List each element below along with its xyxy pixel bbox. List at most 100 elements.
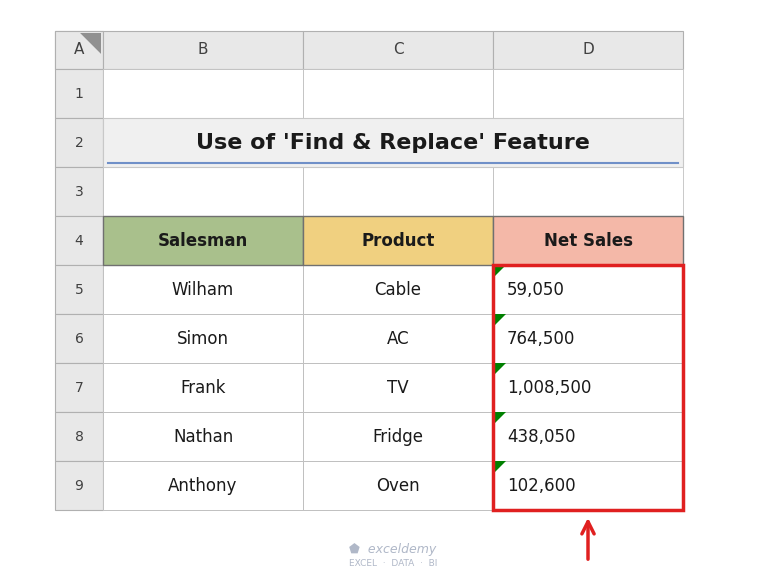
Text: TV: TV: [387, 378, 409, 396]
Text: 8: 8: [74, 429, 84, 443]
Bar: [493, 461, 683, 510]
Bar: [103, 461, 303, 510]
Bar: [55, 461, 103, 510]
Text: 2: 2: [74, 135, 84, 149]
Bar: [303, 118, 493, 167]
Bar: [103, 412, 303, 461]
Bar: [493, 118, 683, 167]
Bar: [303, 216, 493, 265]
Bar: [303, 69, 493, 118]
Text: Oven: Oven: [376, 476, 420, 494]
Text: 59,050: 59,050: [507, 281, 565, 299]
Text: D: D: [582, 42, 594, 58]
Bar: [493, 363, 683, 412]
Bar: [493, 31, 683, 69]
Bar: [303, 167, 493, 216]
Bar: [103, 216, 303, 265]
Text: C: C: [393, 42, 403, 58]
Bar: [493, 265, 683, 314]
Bar: [493, 363, 683, 412]
Text: EXCEL  ·  DATA  ·  BI: EXCEL · DATA · BI: [349, 558, 437, 568]
Text: Use of 'Find & Replace' Feature: Use of 'Find & Replace' Feature: [196, 132, 590, 152]
Bar: [303, 461, 493, 510]
Bar: [103, 363, 303, 412]
Text: B: B: [198, 42, 209, 58]
Text: 1: 1: [74, 87, 84, 101]
Bar: [103, 461, 303, 510]
Bar: [103, 216, 303, 265]
Bar: [493, 412, 683, 461]
Text: Wilham: Wilham: [172, 281, 234, 299]
Bar: [303, 265, 493, 314]
Bar: [55, 31, 103, 69]
Bar: [103, 167, 303, 216]
Polygon shape: [493, 265, 506, 278]
Polygon shape: [493, 363, 506, 376]
Bar: [103, 118, 303, 167]
Bar: [55, 216, 103, 265]
Bar: [103, 118, 683, 167]
Bar: [493, 314, 683, 363]
Text: Frank: Frank: [180, 378, 225, 396]
Bar: [303, 314, 493, 363]
Bar: [103, 314, 303, 363]
Bar: [55, 265, 103, 314]
Bar: [55, 31, 103, 69]
Text: 102,600: 102,600: [507, 476, 575, 494]
Bar: [303, 363, 493, 412]
Bar: [55, 118, 103, 167]
Bar: [303, 412, 493, 461]
Text: ⬟  exceldemy: ⬟ exceldemy: [350, 543, 436, 555]
Bar: [55, 167, 103, 216]
Text: 9: 9: [74, 479, 84, 493]
Text: Salesman: Salesman: [158, 231, 249, 249]
Bar: [493, 69, 683, 118]
Text: 3: 3: [74, 185, 84, 199]
Bar: [303, 461, 493, 510]
Bar: [55, 69, 103, 118]
Bar: [493, 216, 683, 265]
Bar: [303, 265, 493, 314]
Bar: [55, 412, 103, 461]
Text: 5: 5: [74, 282, 84, 296]
Text: 764,500: 764,500: [507, 329, 575, 347]
Bar: [303, 363, 493, 412]
Bar: [103, 363, 303, 412]
Text: 6: 6: [74, 332, 84, 346]
Text: 7: 7: [74, 381, 84, 394]
Bar: [103, 265, 303, 314]
Polygon shape: [493, 314, 506, 327]
Text: Anthony: Anthony: [168, 476, 238, 494]
Text: 1,008,500: 1,008,500: [507, 378, 591, 396]
Bar: [493, 265, 683, 314]
Bar: [493, 412, 683, 461]
Bar: [303, 216, 493, 265]
Text: Cable: Cable: [374, 281, 422, 299]
Polygon shape: [493, 412, 506, 425]
Bar: [493, 461, 683, 510]
Bar: [103, 265, 303, 314]
Bar: [493, 216, 683, 265]
Text: Fridge: Fridge: [373, 428, 423, 446]
Polygon shape: [80, 33, 101, 54]
Text: Nathan: Nathan: [173, 428, 233, 446]
Text: Product: Product: [361, 231, 435, 249]
Text: AC: AC: [387, 329, 410, 347]
Bar: [103, 412, 303, 461]
Text: Net Sales: Net Sales: [544, 231, 633, 249]
Bar: [493, 167, 683, 216]
Bar: [493, 314, 683, 363]
Text: 4: 4: [74, 234, 84, 248]
Bar: [103, 31, 303, 69]
Bar: [303, 31, 493, 69]
Polygon shape: [493, 461, 506, 474]
Bar: [493, 265, 683, 510]
Bar: [55, 363, 103, 412]
Text: A: A: [74, 42, 84, 58]
Text: 438,050: 438,050: [507, 428, 575, 446]
Bar: [103, 69, 303, 118]
Bar: [55, 314, 103, 363]
Text: Simon: Simon: [177, 329, 229, 347]
Bar: [103, 314, 303, 363]
Bar: [303, 314, 493, 363]
